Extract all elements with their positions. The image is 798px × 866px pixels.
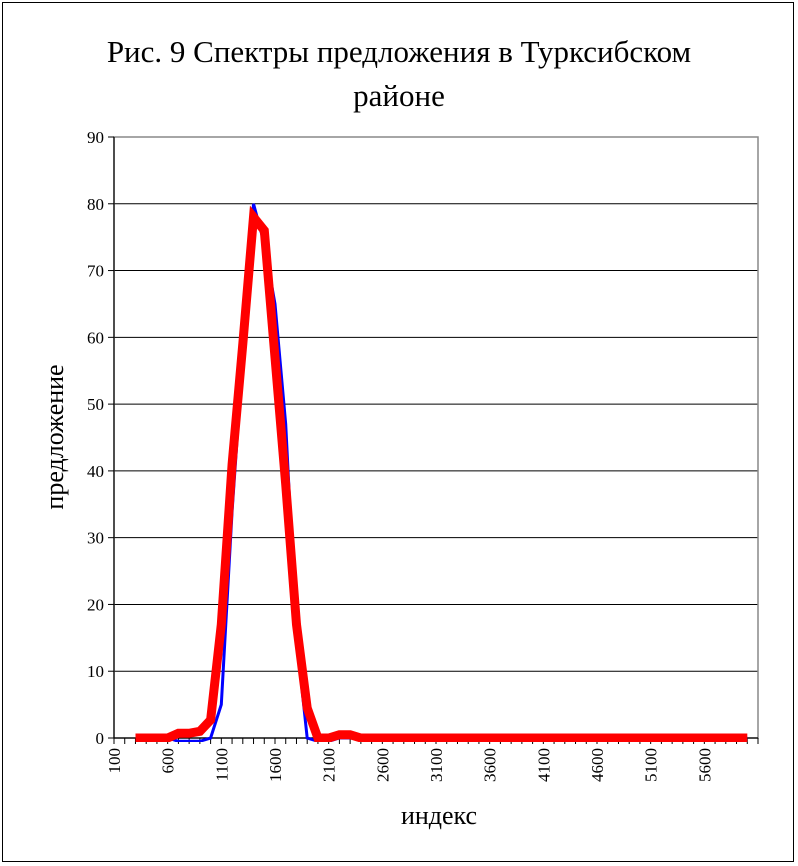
x-tick-label: 4600 (588, 748, 607, 782)
x-tick-label: 1600 (266, 748, 285, 782)
x-tick-label: 4100 (534, 748, 553, 782)
y-tick-label: 30 (87, 529, 104, 548)
x-tick-label: 3100 (427, 748, 446, 782)
y-tick-label: 60 (87, 328, 104, 347)
y-tick-label: 0 (96, 729, 105, 748)
x-tick-label: 5100 (642, 748, 661, 782)
x-tick-label: 2100 (320, 748, 339, 782)
series-lines (135, 203, 748, 742)
y-tick-label: 20 (87, 595, 104, 614)
chart-title-line-2: районе (353, 78, 445, 113)
y-tick-label: 50 (87, 395, 104, 414)
y-tick-label: 80 (87, 195, 104, 214)
x-tick-labels: 100 600 1100 1600 2100 2600 3100 3600 4100 4600 51… (105, 748, 714, 782)
x-tick-label: 2600 (373, 748, 392, 782)
y-tick-label: 90 (87, 128, 104, 147)
gridlines (114, 203, 758, 672)
series-line-red (135, 205, 748, 742)
y-tick-labels: 0 10 20 30 40 50 60 70 80 90 (87, 128, 104, 748)
y-tick-label: 70 (87, 262, 104, 281)
x-tick-label: 5600 (695, 748, 714, 782)
y-tick-label: 40 (87, 462, 104, 481)
chart-title: Рис. 9 Спектры предложения в Турксибском… (0, 30, 798, 118)
x-tick-label: 600 (159, 748, 178, 774)
x-tick-label: 100 (105, 748, 124, 774)
plot-area-border (113, 136, 759, 739)
x-tick-label: 1100 (212, 748, 231, 781)
y-axis-label: предложение (40, 364, 69, 509)
x-tick-label: 3600 (481, 748, 500, 782)
axes (108, 136, 759, 744)
chart-title-line-1: Рис. 9 Спектры предложения в Турксибском (106, 34, 692, 69)
x-axis-label: индекс (401, 801, 477, 830)
y-tick-label: 10 (87, 662, 104, 681)
